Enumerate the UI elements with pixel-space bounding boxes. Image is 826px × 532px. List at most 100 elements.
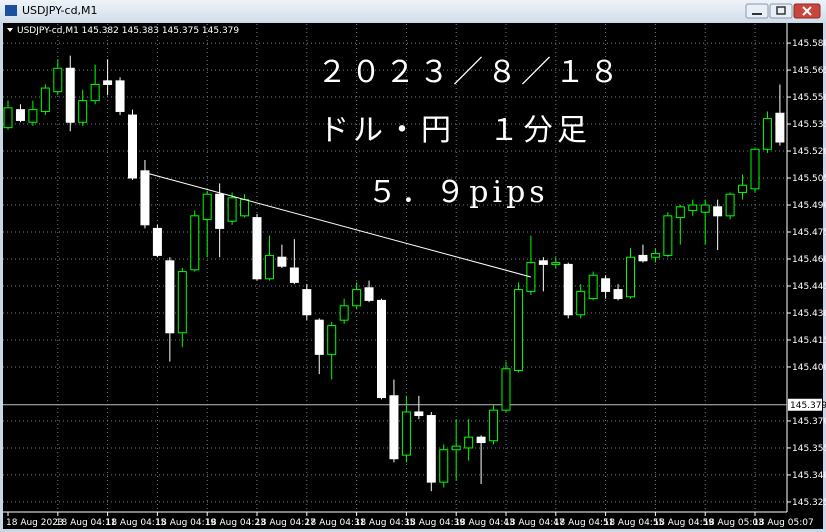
candle-body [152, 227, 162, 256]
candle-body [264, 254, 274, 280]
candle-body [28, 109, 38, 123]
y-tick-label: 145.445 [792, 282, 826, 292]
candle-body [377, 299, 386, 399]
candle-body [339, 305, 349, 321]
candle-body [725, 193, 735, 217]
window-title: USDJPY-cd,M1 [22, 4, 98, 17]
y-tick-label: 145.550 [792, 93, 826, 103]
current-price-label: 145.379 [790, 401, 826, 411]
y-tick-label: 145.400 [792, 363, 826, 373]
y-tick-label: 145.415 [792, 336, 826, 346]
y-tick-label: 145.325 [792, 498, 826, 508]
candle-body [227, 197, 237, 222]
candle-body [115, 80, 125, 112]
x-tick-label: 18 Aug 04:15 [106, 518, 167, 528]
candle-body [289, 267, 299, 283]
candle-body [15, 109, 25, 121]
x-tick-label: 18 Aug 04:55 [604, 518, 665, 528]
candle-body [401, 411, 411, 456]
candle-body [128, 114, 137, 179]
annotation: ２０２３／８／１８ [317, 55, 623, 90]
candle-body [638, 254, 648, 262]
candle-body [314, 319, 324, 355]
x-tick-label: 18 Aug 05:07 [753, 518, 814, 528]
y-tick-label: 145.430 [792, 309, 826, 319]
x-tick-label: 18 Aug 04:31 [305, 518, 366, 528]
annotation: ５．９pips [367, 175, 548, 210]
y-tick-label: 145.340 [792, 471, 826, 481]
x-tick-label: 18 Aug 04:39 [404, 518, 465, 528]
y-tick-label: 145.565 [792, 66, 826, 76]
annotation: ドル・円 １分足 [319, 113, 591, 148]
x-tick-label: 18 Aug 04:27 [255, 518, 316, 528]
candle-body [501, 368, 511, 411]
candle-body [713, 206, 723, 217]
candle-body [650, 253, 660, 258]
window-buttons[interactable] [745, 3, 821, 19]
candle-body [426, 415, 436, 483]
candle-body [663, 215, 673, 256]
candle-body [165, 260, 175, 334]
menu-triangle [7, 28, 13, 32]
candle-body [750, 148, 760, 190]
candle-body [439, 449, 449, 483]
candle-body [626, 256, 635, 298]
y-tick-label: 145.355 [792, 444, 826, 454]
candle-body [352, 289, 362, 307]
candle-body [775, 112, 785, 143]
x-tick-label: 18 Aug 04:19 [155, 518, 216, 528]
candle-body [513, 289, 523, 372]
candle-body [576, 290, 586, 316]
x-tick-label: 18 Aug 04:35 [355, 518, 416, 528]
candle-body [302, 289, 312, 316]
candle-body [414, 411, 424, 417]
trendline [144, 172, 532, 278]
candle-body [40, 87, 50, 112]
candle-body [588, 274, 598, 300]
candle-body [762, 118, 772, 150]
current-price-box [788, 398, 822, 411]
candle-body [688, 204, 698, 211]
candle-body [551, 262, 561, 265]
title-bar [0, 0, 826, 22]
candle-body [78, 100, 88, 123]
x-tick-label: 18 Aug 04:23 [205, 518, 266, 528]
candle-body [451, 445, 461, 451]
candle-body [476, 436, 486, 444]
candle-body [489, 409, 499, 442]
y-tick-label: 145.370 [792, 417, 826, 427]
candle-body [327, 325, 337, 355]
candle-body [277, 256, 287, 267]
candle-body [53, 67, 63, 93]
minimize-button[interactable] [745, 3, 769, 19]
candle-body [675, 206, 685, 219]
candle-body [90, 83, 100, 102]
candle-body [364, 287, 374, 301]
app-icon [5, 5, 17, 16]
candle-body [177, 271, 187, 334]
y-tick-label: 145.475 [792, 228, 826, 238]
y-tick-label: 145.580 [792, 39, 826, 49]
candle-body [700, 204, 710, 213]
x-tick-label: 18 Aug 2023 [6, 518, 64, 528]
candle-body [240, 199, 250, 217]
y-tick-label: 145.505 [792, 174, 826, 184]
candle-body [563, 263, 573, 316]
candle-body [252, 217, 262, 280]
candle-body [103, 80, 113, 85]
x-tick-label: 18 Aug 05:03 [703, 518, 764, 528]
candle-body [526, 262, 536, 292]
candle-body [538, 260, 548, 265]
x-tick-label: 18 Aug 04:11 [56, 518, 117, 528]
candle-body [202, 193, 212, 220]
candle-body [65, 67, 75, 123]
x-tick-label: 18 Aug 04:59 [653, 518, 714, 528]
maximize-button[interactable] [769, 3, 793, 19]
candle-body [738, 184, 748, 193]
y-tick-label: 145.520 [792, 147, 826, 157]
chart-info: USDJPY-cd,M1 145.382 145.383 145.375 145… [17, 26, 239, 36]
y-tick-label: 145.535 [792, 120, 826, 130]
y-tick-label: 145.490 [792, 201, 826, 211]
candle-body [140, 170, 150, 226]
